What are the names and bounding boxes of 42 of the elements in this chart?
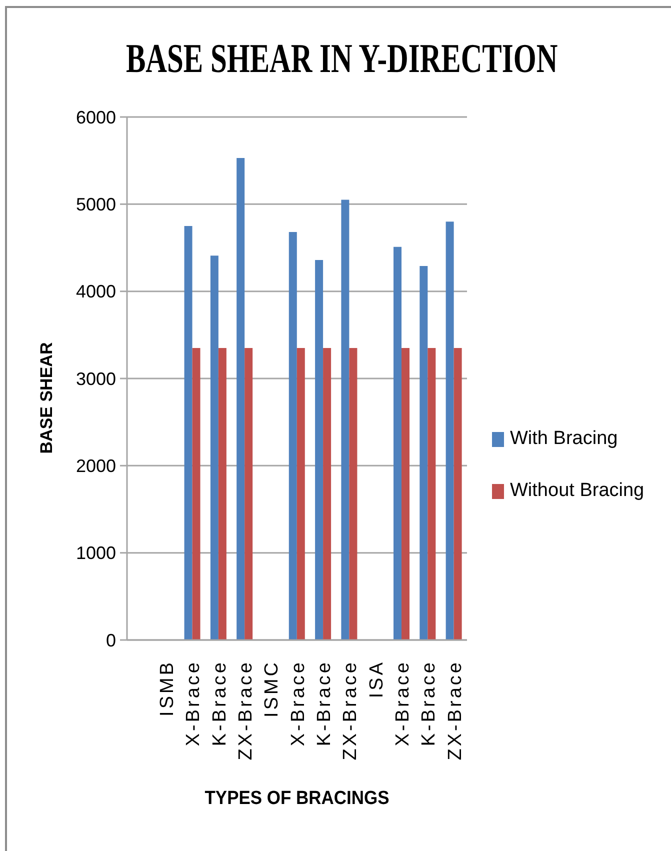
legend-label: Without Bracing — [510, 480, 644, 502]
bar — [420, 266, 428, 640]
bar — [323, 348, 332, 640]
bar — [184, 226, 192, 640]
y-tick-label: 6000 — [76, 107, 116, 128]
y-tick-label: 5000 — [76, 194, 116, 215]
bar — [236, 158, 245, 640]
bar — [296, 348, 305, 640]
bar — [210, 256, 218, 640]
y-tick-label: 0 — [106, 630, 116, 650]
y-axis-title: BASE SHEAR — [37, 342, 57, 454]
bar — [288, 232, 297, 640]
y-tick-label: 4000 — [76, 282, 116, 302]
x-tick-label: K-Brace — [209, 660, 230, 746]
x-tick-label: X-Brace — [183, 660, 204, 746]
bar — [315, 260, 324, 640]
bar — [446, 222, 454, 640]
bar — [402, 348, 410, 640]
x-tick-label: K-Brace — [418, 660, 440, 746]
x-tick-label: X-Brace — [392, 660, 414, 746]
x-tick-label: ZX-Brace — [340, 660, 362, 760]
bar — [244, 348, 253, 640]
x-tick-label: ISMC — [262, 660, 283, 718]
bar — [341, 200, 350, 640]
x-tick-label: X-Brace — [288, 660, 309, 746]
bar — [454, 348, 462, 640]
x-axis-title: TYPES OF BRACINGS — [204, 788, 390, 810]
y-tick-label: 2000 — [76, 456, 116, 476]
bar — [394, 246, 402, 640]
bar — [192, 348, 200, 640]
y-tick-label: 3000 — [76, 368, 116, 389]
x-tick-label: ISA — [366, 660, 388, 698]
chart-title: BASE SHEAR IN Y-DIRECTION — [126, 35, 558, 81]
x-tick-label: ZX-Brace — [444, 660, 466, 760]
x-tick-label: ZX-Brace — [236, 660, 257, 760]
bar — [218, 348, 226, 640]
legend-label: With Bracing — [510, 428, 618, 450]
x-tick-label: K-Brace — [314, 660, 335, 746]
bar — [428, 348, 436, 640]
x-tick-label: ISMB — [157, 660, 178, 716]
bar — [349, 348, 358, 640]
y-tick-label: 1000 — [76, 543, 116, 564]
